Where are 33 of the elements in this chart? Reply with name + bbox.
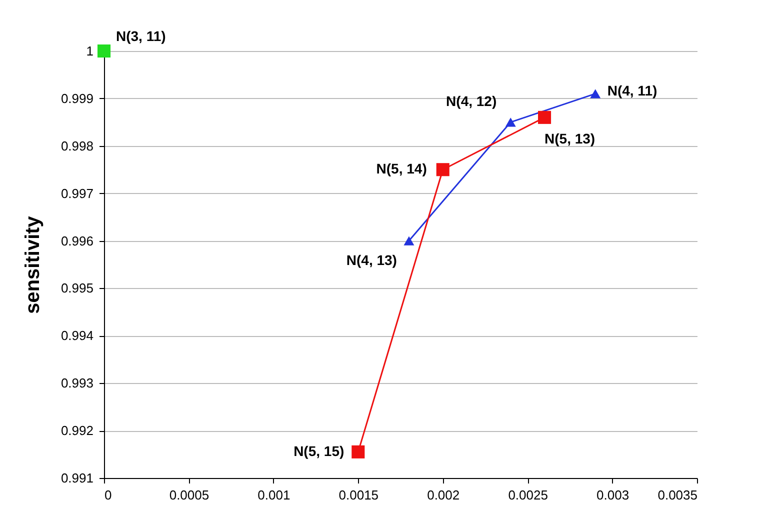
point <box>352 445 365 458</box>
x-tick-label: 0.0005 <box>169 488 210 502</box>
x-tick-label: 0 <box>104 488 112 502</box>
point <box>538 110 552 124</box>
annotation: N(4, 11) <box>607 82 658 99</box>
y-tick-label: 0.993 <box>60 376 94 391</box>
y-tick-label: 0.995 <box>60 280 94 296</box>
annotation: N(5, 15) <box>294 442 344 459</box>
annotation: N(5, 13) <box>544 130 596 146</box>
point <box>590 89 601 98</box>
annotation: N(3, 11) <box>116 28 166 44</box>
x-tick-label: 0.0015 <box>338 488 379 502</box>
x-tick-label: 0.001 <box>258 488 290 502</box>
y-tick-label: 0.997 <box>60 186 94 201</box>
x-tick-label: 0.002 <box>427 488 460 502</box>
y-axis-title: sensitivity <box>22 215 44 314</box>
y-tick-label: 0.998 <box>60 138 94 154</box>
point <box>404 236 414 246</box>
x-tick-label: 0.0035 <box>658 488 698 502</box>
annotation: N(5, 14) <box>376 160 427 177</box>
y-tick-label: 0.992 <box>60 423 94 438</box>
x-tick-label: 0.003 <box>596 488 630 502</box>
y-tick-label: 0.994 <box>60 328 94 344</box>
y-tick-label: 0.991 <box>60 470 94 486</box>
y-tick-label: 1 <box>86 44 94 58</box>
y-tick-label: 0.996 <box>60 233 94 248</box>
y-tick-label: 0.999 <box>60 90 94 106</box>
point <box>436 163 450 176</box>
point <box>505 118 516 127</box>
x-tick-label: 0.0025 <box>508 488 548 502</box>
annotation: N(4, 13) <box>346 252 397 268</box>
point <box>97 44 111 58</box>
annotation: N(4, 12) <box>446 93 497 110</box>
